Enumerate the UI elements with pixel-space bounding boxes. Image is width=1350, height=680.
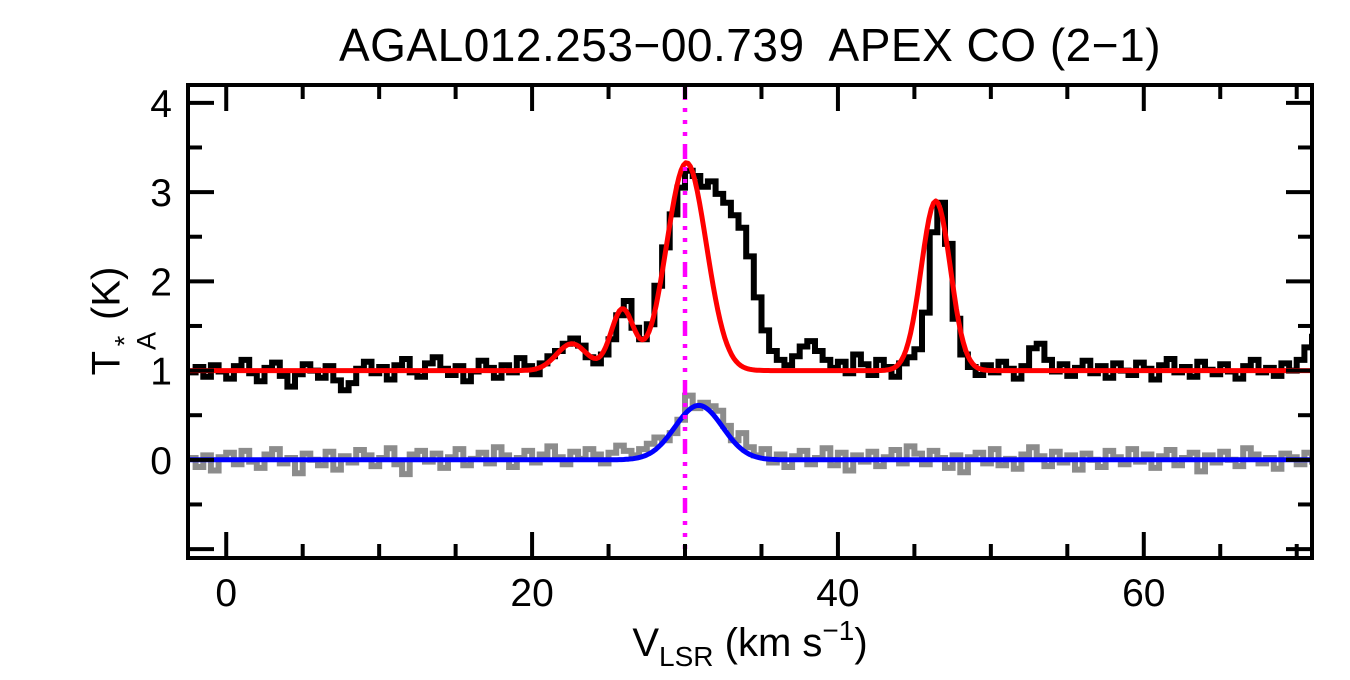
x-tick-label: 20 — [510, 572, 553, 615]
x-tick-label: 0 — [215, 572, 237, 615]
lower-gaussian-fit-curve — [188, 402, 1312, 463]
y-axis-label-supsub: * A — [109, 331, 162, 350]
x-axis-label-sub: LSR — [659, 641, 714, 672]
y-tick-label: 4 — [150, 83, 172, 126]
plot-title: AGAL012.253−00.739 APEX CO (2−1) — [338, 19, 1162, 71]
y-tick-label: 0 — [150, 440, 172, 483]
y-axis-label: T * A (K) — [84, 266, 162, 376]
x-axis-label-unit: (km s — [724, 621, 823, 665]
lower-spectrum-histogram — [188, 392, 1312, 478]
x-axis-label-sup: −1 — [822, 615, 855, 646]
upper-gaussian-fit-curve — [188, 160, 1312, 374]
x-tick-label: 40 — [816, 572, 859, 615]
y-tick-label: 2 — [150, 261, 172, 304]
x-tick-label: 60 — [1122, 572, 1165, 615]
y-tick-labels: 0 1 2 3 4 — [150, 83, 172, 483]
upper-spectrum-histogram — [188, 167, 1312, 394]
y-axis-label-unit: (K) — [84, 266, 129, 320]
axis-ticks — [188, 85, 1312, 558]
y-axis-label-sub: A — [131, 331, 162, 350]
data-layer — [188, 85, 1312, 558]
x-axis-label-close: ) — [854, 621, 868, 665]
plot-frame — [186, 83, 1314, 560]
x-axis-label: VLSR (km s−1) — [188, 608, 1312, 680]
x-tick-labels: 0 20 40 60 — [215, 572, 1165, 615]
x-axis-label-symbol: V — [632, 621, 659, 665]
y-axis-label-symbol: T — [84, 350, 129, 376]
y-tick-label: 3 — [150, 172, 172, 215]
y-tick-label: 1 — [150, 351, 172, 394]
